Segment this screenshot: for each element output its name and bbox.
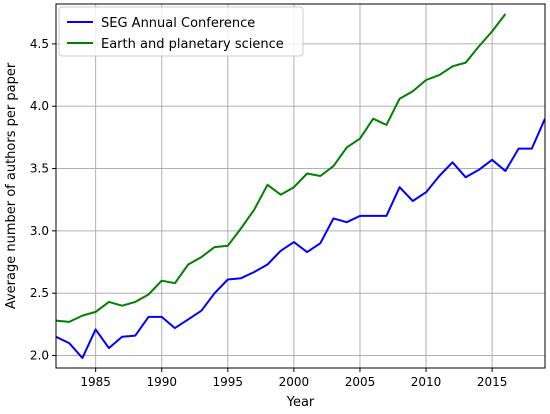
legend-label: SEG Annual Conference bbox=[101, 16, 255, 31]
x-tick-label: 2015 bbox=[477, 375, 508, 389]
y-tick-label: 2.5 bbox=[30, 286, 49, 300]
y-tick-label: 4.0 bbox=[30, 99, 49, 113]
x-tick-label: 2005 bbox=[345, 375, 376, 389]
x-tick-label: 2000 bbox=[279, 375, 310, 389]
legend: SEG Annual Conference Earth and planetary… bbox=[58, 6, 304, 57]
y-tick-label: 4.5 bbox=[30, 37, 49, 51]
x-tick-label: 2010 bbox=[411, 375, 442, 389]
x-tick-label: 1995 bbox=[213, 375, 244, 389]
legend-box bbox=[58, 6, 304, 57]
plot-frame bbox=[55, 3, 546, 369]
series-lines bbox=[56, 13, 545, 359]
legend-label: Earth and planetary science bbox=[101, 37, 284, 52]
x-axis-label: Year bbox=[286, 395, 315, 410]
y-tick-label: 3.0 bbox=[30, 224, 49, 238]
y-tick-label: 2.0 bbox=[30, 349, 49, 363]
x-tick-label: 1990 bbox=[146, 375, 177, 389]
series-line-seg bbox=[56, 118, 545, 359]
x-tick-label: 1985 bbox=[80, 375, 111, 389]
y-tick-label: 3.5 bbox=[30, 162, 49, 176]
y-axis-label: Average number of authors per paper bbox=[4, 62, 19, 309]
grid bbox=[56, 4, 545, 368]
axis-ticks: 1985 1990 1995 2000 2005 2010 2015 2.0 2.5 3.0 3.5… bbox=[30, 37, 508, 389]
series-line-earth-planetary bbox=[56, 13, 507, 323]
